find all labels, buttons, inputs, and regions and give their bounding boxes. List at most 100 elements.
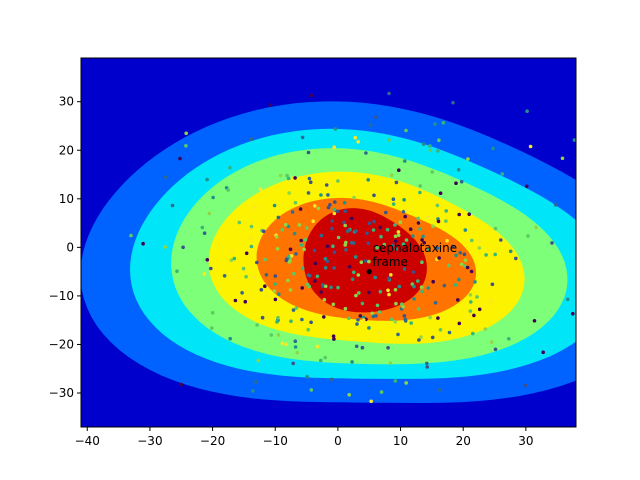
scatter-point [319, 193, 323, 197]
y-tick-label: −10 [49, 289, 74, 303]
scatter-point [411, 234, 415, 238]
scatter-point [463, 258, 468, 263]
scatter-point [300, 317, 304, 322]
scatter-point [260, 315, 265, 320]
scatter-point [532, 319, 537, 323]
scatter-point [263, 284, 267, 289]
scatter-point [360, 345, 365, 350]
scatter-point [326, 193, 330, 197]
scatter-point [483, 327, 488, 331]
scatter-point [329, 285, 333, 290]
scatter-point [306, 150, 311, 155]
scatter-point [323, 355, 328, 360]
scatter-point [313, 261, 318, 266]
scatter-point [332, 250, 337, 255]
scatter-point [332, 337, 336, 341]
annotation-label-line2: frame [372, 255, 408, 269]
scatter-point [469, 269, 474, 274]
scatter-point [471, 331, 475, 336]
scatter-point [273, 274, 278, 278]
scatter-point [294, 306, 299, 310]
scatter-point [403, 319, 408, 323]
scatter-point [232, 256, 237, 261]
scatter-point [210, 326, 214, 330]
scatter-point [255, 323, 259, 327]
scatter-point [170, 203, 175, 208]
scatter-point [335, 209, 340, 213]
scatter-point [453, 283, 458, 287]
scatter-point [184, 144, 188, 148]
scatter-point [293, 345, 298, 349]
x-axis: −40 −30 −20 −10 0 10 20 30 [75, 427, 534, 448]
scatter-point [321, 283, 325, 287]
scatter-point [428, 315, 433, 320]
scatter-point [253, 205, 257, 210]
scatter-point [210, 311, 215, 315]
scatter-point [336, 285, 340, 290]
scatter-point [469, 300, 473, 304]
scatter-point [179, 382, 184, 387]
y-tick-label: 0 [66, 240, 74, 254]
scatter-point [207, 211, 212, 216]
x-tick-label: −10 [263, 434, 288, 448]
scatter-point [356, 140, 361, 144]
scatter-point [264, 273, 269, 277]
scatter-point [456, 168, 461, 172]
scatter-point [409, 321, 414, 325]
scatter-point [273, 282, 277, 286]
scatter-point [418, 190, 422, 195]
scatter-point [249, 137, 254, 141]
scatter-point [393, 320, 398, 324]
scatter-point [294, 252, 298, 256]
scatter-point [342, 200, 347, 205]
scatter-point [431, 224, 435, 228]
scatter-point [350, 360, 354, 364]
scatter-point [284, 342, 289, 347]
scatter-point [323, 284, 328, 289]
scatter-point [309, 388, 314, 392]
scatter-point [299, 238, 304, 243]
scatter-point [528, 144, 533, 149]
scatter-point [436, 316, 440, 320]
scatter-point [463, 228, 468, 232]
scatter-point [355, 322, 359, 326]
scatter-point [163, 245, 167, 249]
scatter-point [352, 270, 356, 275]
scatter-point [325, 244, 330, 248]
scatter-point [541, 350, 545, 355]
scatter-point [283, 222, 288, 227]
scatter-point [385, 227, 390, 232]
scatter-point [272, 289, 277, 293]
scatter-point [310, 93, 314, 98]
scatter-point [309, 320, 313, 325]
scatter-point [356, 273, 361, 277]
x-tick-label: 0 [334, 434, 342, 448]
scatter-point [316, 206, 321, 211]
scatter-point [421, 142, 426, 146]
x-tick-label: −30 [137, 434, 162, 448]
scatter-point [421, 234, 425, 239]
scatter-point [560, 156, 565, 161]
scatter-point [366, 241, 371, 246]
scatter-point [256, 358, 261, 363]
scatter-point [418, 184, 423, 188]
scatter-point [416, 221, 421, 225]
scatter-point [459, 179, 464, 184]
scatter-point [456, 298, 460, 302]
scatter-point [287, 260, 292, 264]
scatter-point [287, 191, 292, 195]
scatter-point [417, 338, 421, 342]
scatter-point [457, 321, 462, 326]
scatter-point [454, 181, 458, 185]
scatter-point [402, 314, 407, 318]
scatter-point [237, 220, 242, 225]
scatter-point [477, 246, 482, 250]
scatter-point [493, 347, 498, 352]
scatter-point [358, 314, 363, 318]
scatter-point [404, 208, 409, 212]
scatter-point [343, 223, 348, 228]
scatter-point [484, 253, 488, 257]
scatter-point [244, 251, 249, 256]
scatter-point [292, 272, 296, 276]
scatter-point [420, 260, 424, 265]
